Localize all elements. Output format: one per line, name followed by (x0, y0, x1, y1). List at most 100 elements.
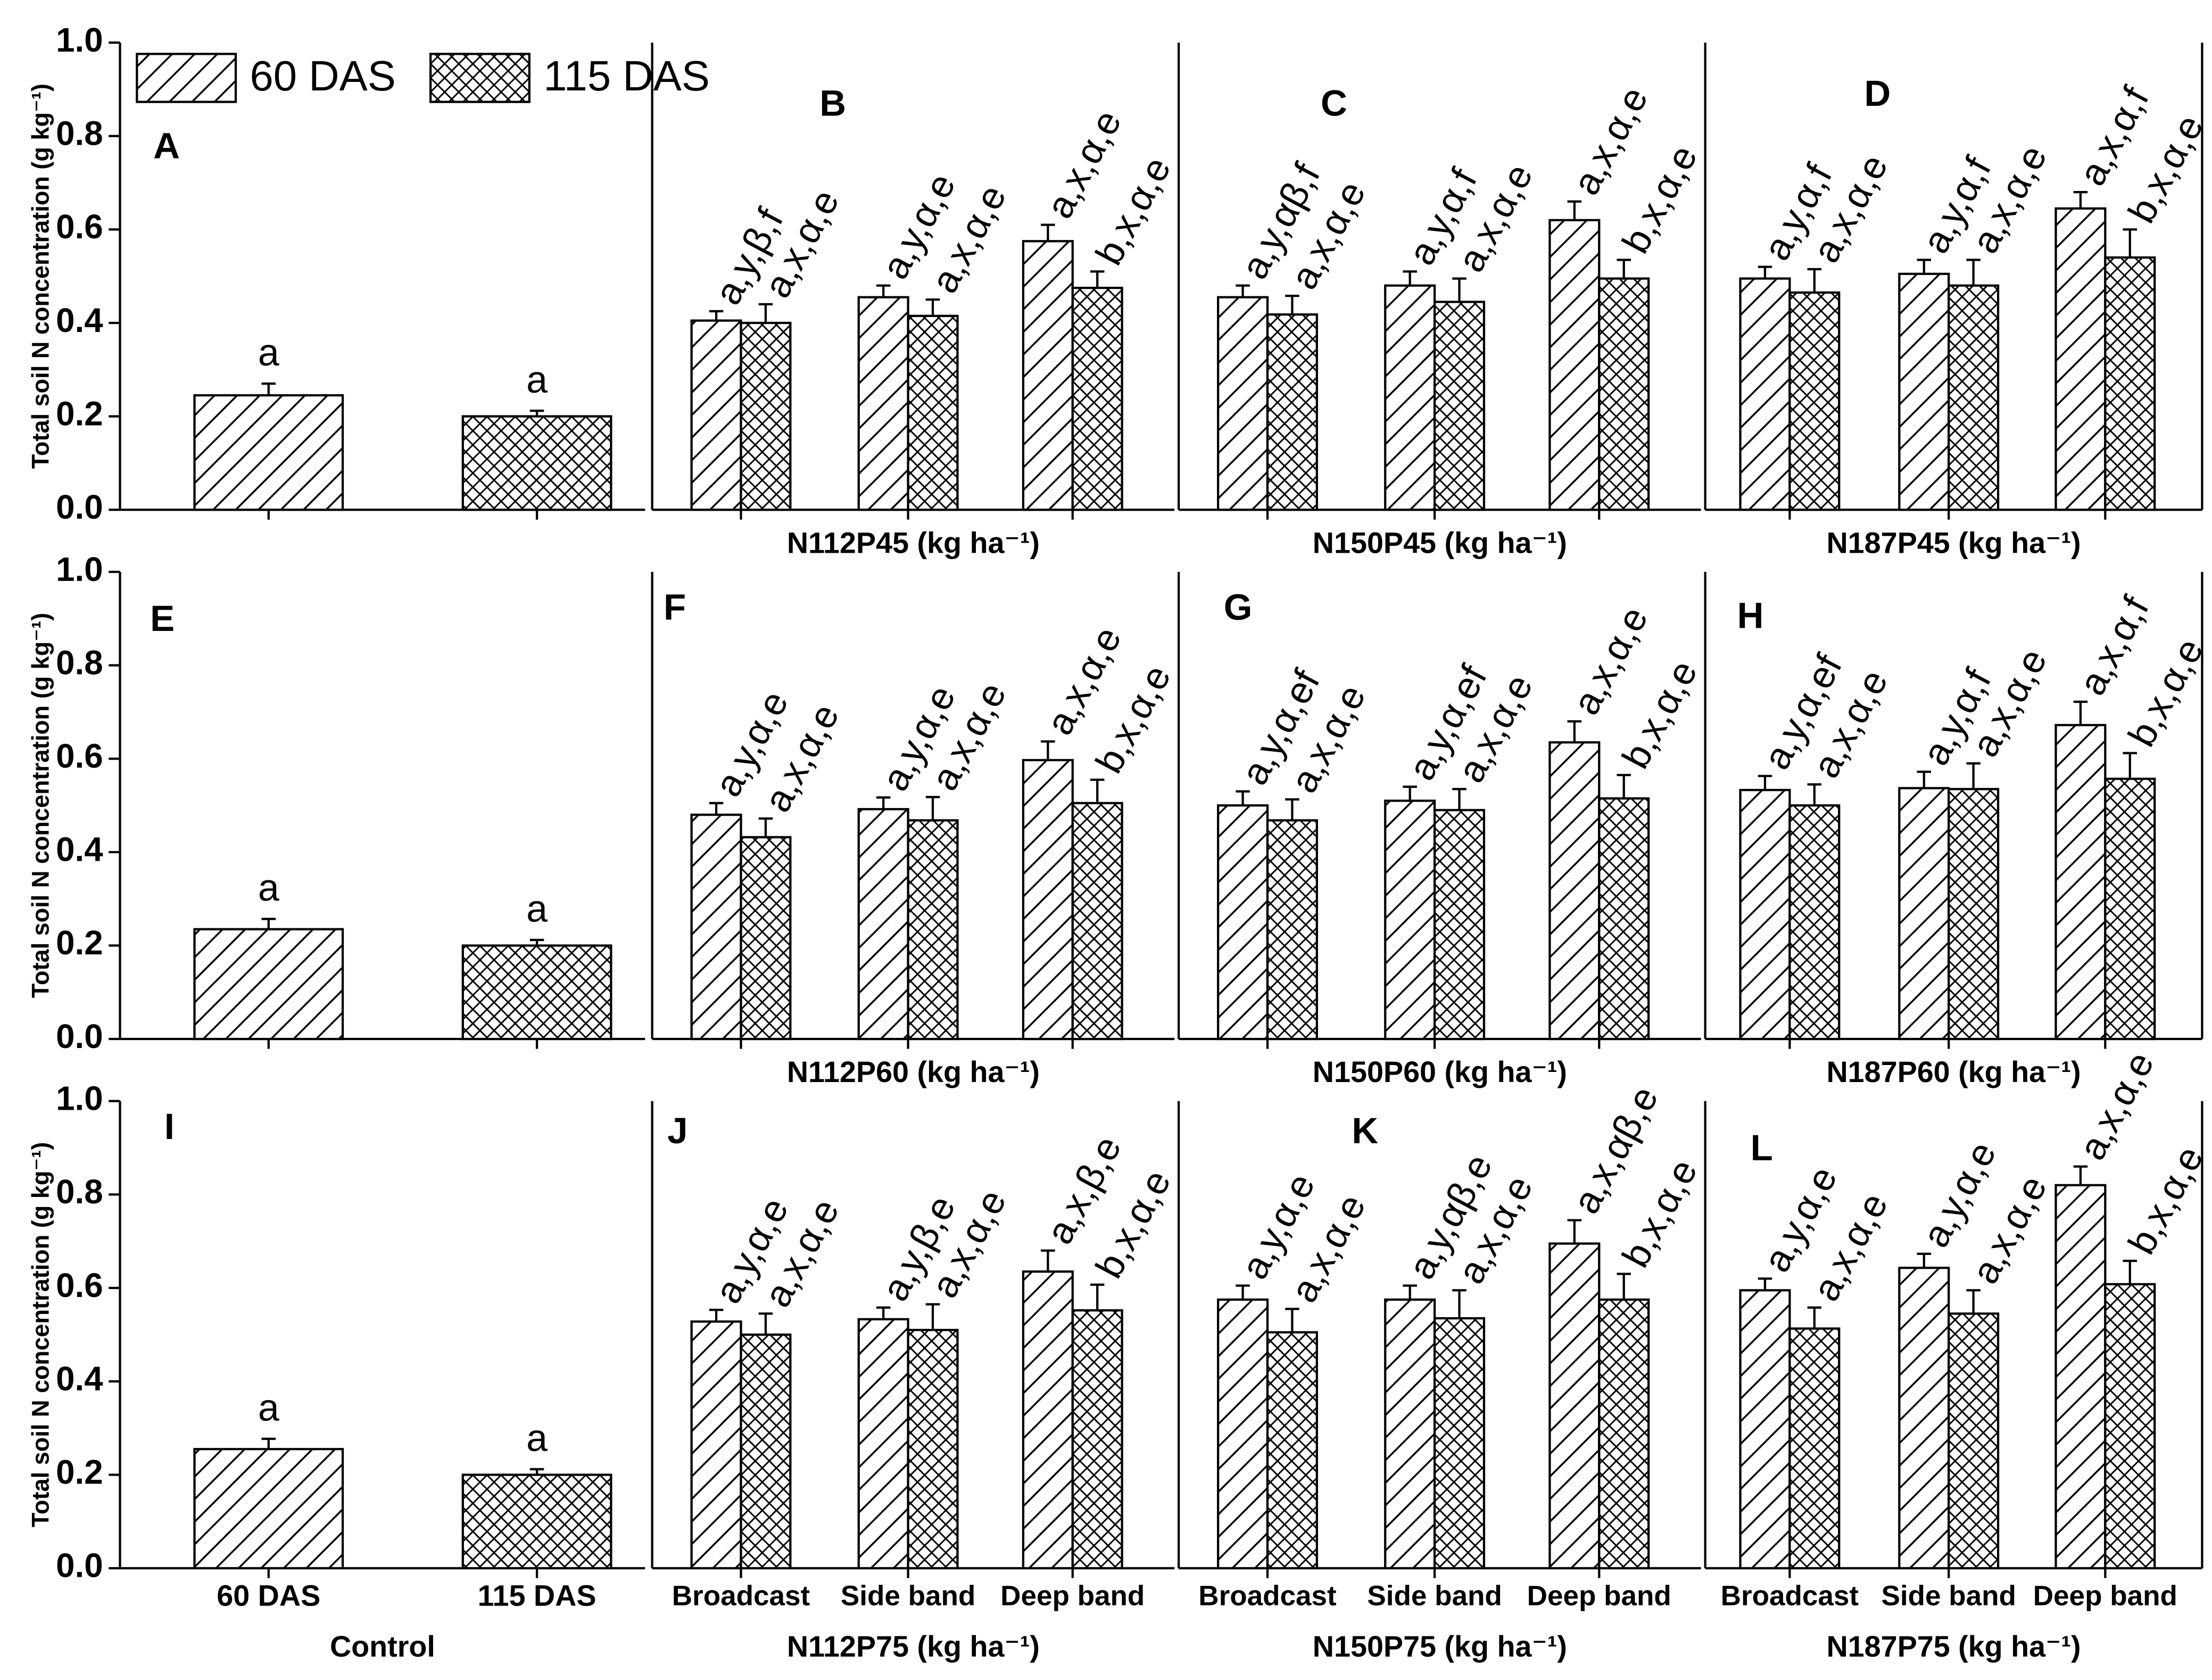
bar (1266, 819, 1318, 1041)
bar (907, 1328, 959, 1569)
bar (1898, 272, 1950, 511)
legend-swatch (429, 53, 531, 103)
y-tick-label: 0.0 (56, 488, 103, 526)
bar (1433, 809, 1486, 1041)
bar (1548, 741, 1601, 1041)
bar (193, 928, 344, 1041)
significance-label: a (526, 359, 548, 401)
bar (1384, 1298, 1436, 1569)
significance-label: a (258, 1386, 279, 1429)
bar (1788, 291, 1841, 511)
significance-label: a (258, 331, 279, 374)
panel-letter: L (1751, 1127, 1773, 1168)
y-tick-label: 0.2 (56, 395, 103, 433)
bar (1384, 800, 1436, 1041)
bar (2104, 256, 2156, 511)
panel-letter: D (1864, 73, 1891, 114)
bar (1071, 1309, 1123, 1569)
bar (2104, 1283, 2156, 1569)
panel-letter: F (664, 587, 686, 628)
bar (1548, 1242, 1601, 1569)
significance-label: a,x,α,e (2070, 1045, 2162, 1167)
bar (461, 1474, 612, 1569)
x-axis-label: N187P45 (kg ha⁻¹) (1826, 526, 2081, 559)
x-tick-label: Side band (1367, 1581, 1502, 1612)
bar (1217, 1298, 1269, 1569)
bar (461, 415, 612, 511)
bar (1022, 759, 1074, 1041)
y-tick-label: 0.4 (56, 1360, 103, 1398)
x-axis-label: N112P75 (kg ha⁻¹) (787, 1630, 1040, 1663)
y-tick-label: 0.2 (56, 924, 103, 962)
bar (857, 296, 909, 511)
x-tick-label: Deep band (1000, 1581, 1145, 1612)
bar (1548, 219, 1601, 511)
bar (690, 813, 742, 1041)
bar (1948, 788, 2000, 1041)
y-tick-label: 0.6 (56, 1267, 103, 1304)
bar (1788, 804, 1841, 1041)
panel-letter: K (1352, 1110, 1378, 1151)
bar (461, 944, 612, 1041)
panel-letter: G (1224, 587, 1253, 628)
bar (1598, 797, 1650, 1041)
x-tick-label: Deep band (1527, 1581, 1671, 1612)
bar (740, 1333, 792, 1569)
bar (857, 808, 909, 1041)
y-tick-label: 0.6 (56, 737, 103, 775)
bar (2054, 207, 2107, 511)
y-tick-label: 0.8 (56, 644, 103, 681)
x-tick-label: Deep band (2033, 1581, 2177, 1612)
bar (1948, 284, 2000, 511)
bar (2054, 1184, 2107, 1569)
x-tick-label: Broadcast (1198, 1581, 1337, 1612)
bar (1598, 1298, 1650, 1569)
bar (1217, 296, 1269, 511)
bar (1384, 284, 1436, 511)
x-tick-label: Broadcast (672, 1581, 810, 1612)
x-axis-label: N187P60 (kg ha⁻¹) (1826, 1055, 2081, 1088)
significance-label: a (526, 888, 548, 930)
x-axis-label: N150P60 (kg ha⁻¹) (1313, 1055, 1567, 1088)
significance-label: b,x,α,e (1614, 138, 1705, 260)
y-tick-label: 1.0 (56, 551, 103, 588)
panel-letter: C (1321, 83, 1347, 124)
significance-label: a (258, 867, 279, 909)
bar (1266, 1331, 1318, 1569)
bar (1266, 313, 1318, 511)
y-tick-label: 1.0 (56, 21, 103, 59)
x-axis-label: N150P45 (kg ha⁻¹) (1313, 526, 1567, 559)
bar (1071, 802, 1123, 1041)
bar (740, 836, 792, 1041)
bar (1898, 787, 1950, 1041)
bar (1898, 1267, 1950, 1569)
y-tick-label: 1.0 (56, 1080, 103, 1118)
significance-label: a (526, 1417, 548, 1460)
y-tick-label: 0.0 (56, 1547, 103, 1585)
bar (1739, 277, 1791, 511)
x-axis-label: N187P75 (kg ha⁻¹) (1826, 1630, 2081, 1663)
bar (193, 1448, 344, 1569)
panel-letter: A (153, 125, 180, 166)
panel-letter: H (1737, 595, 1764, 636)
y-tick-label: 0.4 (56, 831, 103, 869)
bar (690, 319, 742, 511)
y-axis-label: Total soil N concentration (g kg⁻¹) (27, 1142, 54, 1527)
bar (1739, 788, 1791, 1041)
bar (2104, 777, 2156, 1041)
panel-letter: E (150, 598, 175, 639)
bar (2054, 723, 2107, 1041)
y-tick-label: 0.4 (56, 302, 103, 339)
x-tick-label: Side band (841, 1581, 975, 1612)
x-tick-label: 115 DAS (478, 1579, 597, 1612)
y-tick-label: 0.8 (56, 1173, 103, 1211)
bar (1217, 804, 1269, 1041)
significance-label: a,x,α,f (2070, 589, 2157, 702)
panel-letter: B (819, 83, 846, 124)
x-axis-label: N150P75 (kg ha⁻¹) (1313, 1630, 1567, 1663)
legend-label: 115 DAS (543, 52, 710, 99)
x-axis-label: N112P45 (kg ha⁻¹) (787, 526, 1040, 559)
panel-letter: J (667, 1110, 687, 1151)
